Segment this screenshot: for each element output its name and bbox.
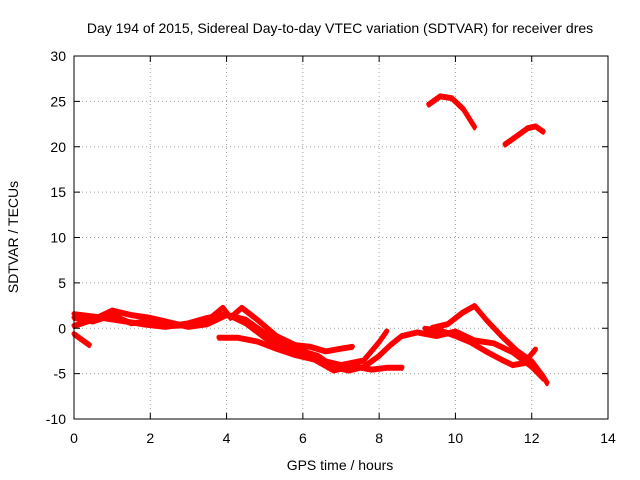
plot-series [71, 93, 550, 387]
x-tick-label: 12 [524, 430, 540, 446]
series-line-s4-overlay [72, 334, 91, 349]
x-tick-label: 6 [299, 430, 307, 446]
y-tick-label: 0 [58, 320, 66, 336]
y-tick-label: 5 [58, 275, 66, 291]
axis-ticks: 0 2 4 6 8 10 12 14 -10 -5 0 5 10 15 20 25 30 [46, 48, 616, 446]
y-tick-label: 10 [50, 230, 66, 246]
y-tick-label: 20 [50, 139, 66, 155]
x-tick-label: 14 [600, 430, 616, 446]
y-tick-label: 30 [50, 48, 66, 64]
y-tick-label: 15 [50, 184, 66, 200]
y-axis-label: SDTVAR / TECUs [5, 181, 21, 293]
y-tick-label: -10 [46, 411, 66, 427]
series-line-s6-overlay [431, 306, 549, 387]
series-line-s9-overlay [503, 126, 545, 148]
y-tick-label: 25 [50, 93, 66, 109]
series-line-s8-overlay [427, 96, 476, 131]
x-tick-label: 8 [375, 430, 383, 446]
grid [74, 56, 608, 419]
x-tick-label: 4 [223, 430, 231, 446]
series-line-s4 [71, 331, 92, 348]
series-line-s7-overlay [423, 328, 537, 369]
y-tick-label: -5 [54, 366, 67, 382]
x-axis-label: GPS time / hours [287, 457, 394, 473]
series-line-s5 [216, 334, 405, 373]
x-tick-label: 10 [448, 430, 464, 446]
series-line-s5-overlay [217, 337, 404, 374]
series-line-s7 [422, 325, 538, 368]
x-tick-label: 0 [70, 430, 78, 446]
chart-title: Day 194 of 2015, Sidereal Day-to-day VTE… [87, 20, 593, 36]
x-tick-label: 2 [146, 430, 154, 446]
series-line-s9 [502, 123, 546, 147]
series-line-s3 [71, 311, 546, 381]
